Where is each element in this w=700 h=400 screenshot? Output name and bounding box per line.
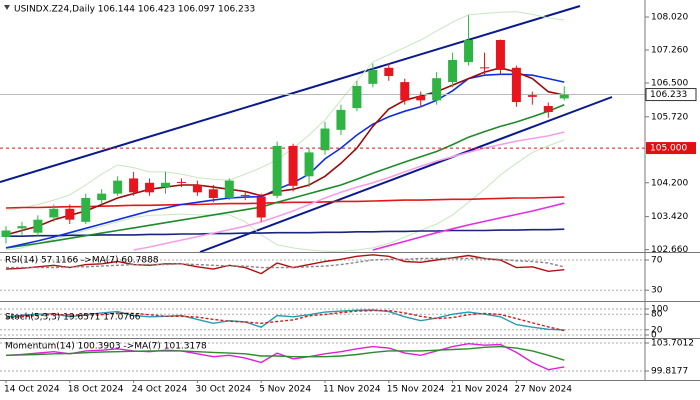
candle-body [368, 69, 378, 84]
y-tick-label: 100 [651, 305, 668, 315]
indicator-line [5, 11, 565, 211]
candle-body [161, 182, 170, 188]
candle-body [511, 67, 521, 103]
level-label: 105.000 [650, 144, 687, 154]
x-tick-label: 14 Oct 2024 [4, 385, 60, 395]
panel-title: Momentum(14) 100.3903 ->MA(7) 101.3178 [5, 342, 207, 352]
x-tick-label: 30 Oct 2024 [195, 385, 251, 395]
candle-body [97, 193, 107, 201]
indicator-line [5, 309, 565, 332]
candle-body [384, 67, 394, 77]
x-tick-label: 27 Nov 2024 [514, 385, 572, 395]
indicator-line [5, 254, 565, 275]
y-tick-label: 106.500 [651, 78, 688, 88]
y-tick-label: 20 [651, 325, 663, 335]
indicator-panels [0, 254, 645, 372]
y-tick-label: 99.8177 [651, 367, 688, 377]
y-tick-label: 103.7012 [651, 339, 694, 349]
candle-body [176, 181, 186, 183]
candle-body [495, 40, 505, 70]
indicator-line [6, 257, 565, 269]
menu-icon[interactable] [4, 5, 10, 10]
y-tick-label: 102.660 [651, 245, 688, 255]
channel [0, 5, 613, 252]
indicator-line [5, 309, 565, 331]
y-tick-label: 0 [651, 331, 657, 341]
candle-body [65, 208, 75, 220]
y-tick-label: 80 [651, 310, 663, 320]
candle-body [336, 109, 346, 130]
indicator-line [5, 103, 565, 249]
y-tick-label: 103.420 [651, 212, 688, 222]
candle-body [448, 59, 458, 83]
x-tick-label: 18 Oct 2024 [68, 385, 124, 395]
candle-body [129, 178, 139, 193]
chart-title: USINDX.Z24,Daily 106.144 106.423 106.097… [14, 5, 255, 15]
candle-body [464, 40, 474, 63]
panel-title: RSI(14) 57.1166 ->MA(7) 60.7888 [5, 256, 159, 266]
y-tick-label: 105.720 [651, 112, 688, 122]
candle-body [288, 145, 298, 186]
candle-body [49, 208, 59, 218]
current-price-tag [645, 88, 697, 102]
candle-body [240, 194, 250, 196]
x-tick-label: 15 Nov 2024 [387, 385, 445, 395]
level-tag [646, 142, 696, 155]
y-tick-label: 30 [651, 286, 663, 296]
y-tick-label: 104.200 [651, 178, 688, 188]
candle-body [543, 105, 553, 113]
candle-body [352, 86, 362, 109]
candle-body [224, 180, 234, 198]
panel-title: Stoch(5,3,3) 19.6571 17.0766 [5, 313, 141, 323]
x-tick-label: 5 Nov 2024 [259, 385, 311, 395]
y-tick-label: 107.260 [651, 45, 688, 55]
candle-body [192, 184, 202, 193]
candle-body [17, 226, 27, 229]
x-tick-label: 24 Oct 2024 [132, 385, 188, 395]
candle-body [400, 82, 410, 101]
indicator-line [5, 139, 565, 252]
candle-body [145, 182, 155, 193]
candle-body [480, 67, 489, 69]
candle-body [272, 145, 282, 196]
indicator-line [133, 131, 565, 251]
indicator-line [6, 228, 565, 237]
candle-body [416, 95, 426, 101]
candle-body [320, 128, 330, 151]
candle-body [432, 78, 442, 101]
y-tick-label: 70 [651, 256, 663, 266]
candle-body [1, 230, 11, 238]
candle-body [81, 197, 91, 222]
indicator-line [372, 202, 565, 251]
candle-body [527, 95, 537, 97]
indicator-line [5, 66, 565, 236]
candle-body [208, 189, 218, 198]
y-tick-label: 108.020 [651, 13, 688, 23]
candle-body [256, 196, 266, 218]
channel-lower [199, 96, 613, 252]
x-tick-label: 21 Nov 2024 [451, 385, 509, 395]
x-tick-label: 11 Nov 2024 [323, 385, 381, 395]
indicator-line [5, 345, 565, 361]
channel-upper [0, 5, 581, 183]
current-price-label: 106.233 [650, 90, 687, 100]
price-panel [0, 11, 645, 252]
candle-body [304, 152, 314, 177]
candle-body [559, 94, 569, 99]
candle-body [33, 219, 43, 233]
candle-body [113, 180, 123, 194]
